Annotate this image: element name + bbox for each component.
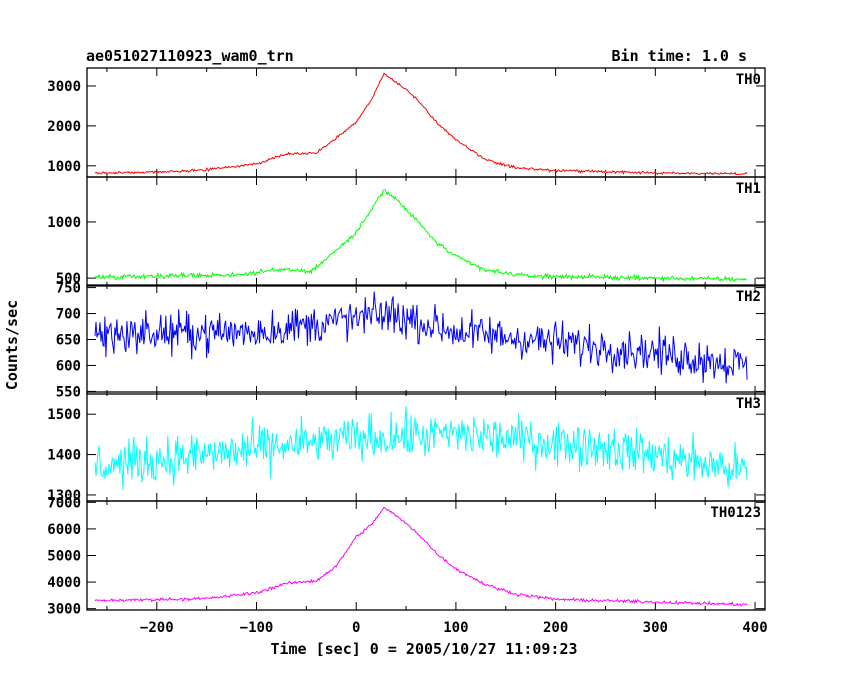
y-tick-label: 7000 (47, 495, 81, 511)
panel-frame-th1 (86, 176, 766, 287)
y-tick-label: 750 (56, 281, 81, 297)
y-tick-label: 600 (56, 358, 81, 374)
y-tick-label: 3000 (47, 602, 81, 618)
series-line-th2 (94, 291, 748, 384)
x-tick-label: 0 (352, 620, 360, 636)
x-tick-label: 300 (643, 620, 668, 636)
chart-title: ae051027110923_wam0_trn (86, 47, 294, 65)
series-label-th0: TH0 (736, 72, 761, 88)
y-tick-label: 1500 (47, 407, 81, 423)
x-tick-label: 100 (443, 620, 468, 636)
y-tick-label: 550 (56, 384, 81, 400)
y-tick-label: 4000 (47, 575, 81, 591)
series-line-th1 (94, 189, 748, 283)
y-tick-label: 650 (56, 333, 81, 349)
panel-frame-th0123 (86, 500, 766, 611)
x-tick-label: −200 (140, 620, 174, 636)
panel-frame-th0 (86, 67, 766, 178)
panel-frame-th3 (86, 391, 766, 502)
x-tick-label: 200 (543, 620, 568, 636)
x-tick-label: 400 (742, 620, 767, 636)
y-tick-label: 6000 (47, 522, 81, 538)
y-tick-label: 500 (56, 271, 81, 287)
series-label-th0123: TH0123 (710, 505, 761, 521)
y-tick-label: 700 (56, 307, 81, 323)
x-tick-label: −100 (240, 620, 274, 636)
x-axis-label: Time [sec] 0 = 2005/10/27 11:09:23 (270, 640, 577, 658)
panel-frame-th2 (86, 284, 766, 395)
series-label-th3: TH3 (736, 396, 761, 412)
y-axis-label: Counts/sec (3, 300, 21, 390)
y-tick-label: 1400 (47, 448, 81, 464)
series-line-th0123 (94, 506, 748, 607)
y-tick-label: 1000 (47, 215, 81, 231)
y-tick-label: 1000 (47, 159, 81, 175)
y-tick-label: 3000 (47, 79, 81, 95)
y-tick-label: 2000 (47, 119, 81, 135)
y-tick-label: 1300 (47, 488, 81, 504)
series-label-th1: TH1 (736, 181, 761, 197)
series-line-th0 (94, 72, 748, 176)
series-line-th3 (94, 406, 748, 490)
series-label-th2: TH2 (736, 289, 761, 305)
y-tick-label: 5000 (47, 549, 81, 565)
bin-time-label: Bin time: 1.0 s (612, 47, 747, 65)
